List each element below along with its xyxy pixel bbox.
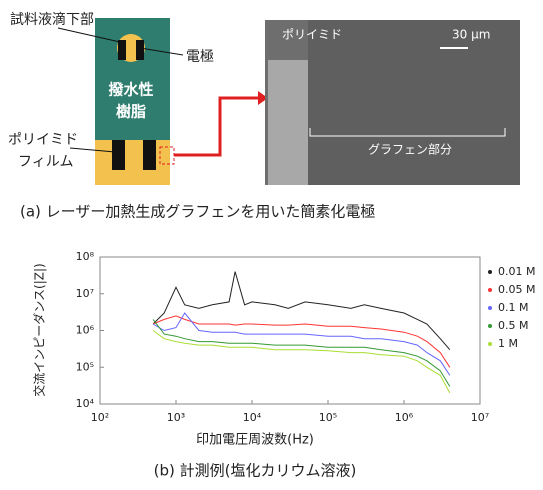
legend-label: 0.05 M: [498, 283, 535, 296]
label: ポリイミド: [282, 28, 342, 42]
legend-label: 0.5 M: [498, 319, 528, 332]
label: グラフェン部分: [368, 142, 452, 157]
label: ポリイミド: [8, 132, 78, 148]
sem-graphene: [308, 20, 520, 185]
legend-label: 0.1 M: [498, 301, 528, 314]
x-tick-label: 10⁴: [243, 411, 262, 424]
legend-marker: [488, 306, 492, 310]
y-tick-label: 10⁴: [76, 397, 95, 410]
x-axis-label: 印加電圧周波数(Hz): [196, 433, 314, 448]
series-line: [153, 313, 450, 375]
label: フィルム: [18, 154, 73, 170]
y-axis-label: 交流インピーダンス(|Z|): [32, 263, 47, 396]
y-tick-label: 10⁵: [76, 360, 94, 373]
x-tick-label: 10⁵: [319, 411, 337, 424]
legend-marker: [488, 288, 492, 292]
y-tick-label: 10⁶: [76, 324, 95, 337]
label: 撥水性: [108, 81, 153, 99]
polyimide-film: [95, 140, 170, 185]
label: 樹脂: [116, 103, 146, 121]
electrode-pad: [112, 140, 125, 170]
x-tick-label: 10⁶: [395, 411, 414, 424]
label: 試料液滴下部: [10, 11, 94, 28]
caption: (b) 計測例(塩化カリウム溶液): [154, 462, 357, 480]
y-tick-label: 10⁷: [76, 287, 94, 300]
x-tick-label: 10⁷: [471, 411, 489, 424]
legend-marker: [488, 270, 492, 274]
y-tick-label: 10⁸: [76, 250, 95, 263]
x-tick-label: 10²: [91, 411, 109, 424]
zoom-arrow: [174, 98, 258, 155]
series-line: [153, 331, 450, 393]
legend-marker: [488, 324, 492, 328]
legend-label: 0.01 M: [498, 265, 535, 278]
series-line: [153, 272, 450, 350]
legend-label: 1 M: [498, 337, 518, 350]
caption: (a) レーザー加熱生成グラフェンを用いた簡素化電極: [20, 203, 375, 221]
legend-marker: [488, 342, 492, 346]
plot-frame: [100, 257, 480, 404]
label: 30 μm: [452, 28, 490, 42]
figure: 試料液滴下部 電極 撥水性 樹脂 ポリイミド フィルム ポリイミド 30 μm …: [0, 0, 543, 486]
electrode-tip: [136, 40, 144, 60]
electrode-tip: [118, 40, 126, 60]
label: 電極: [186, 49, 214, 65]
x-tick-label: 10³: [167, 411, 185, 424]
electrode-pad: [143, 140, 156, 170]
sem-polyimide: [268, 60, 308, 185]
